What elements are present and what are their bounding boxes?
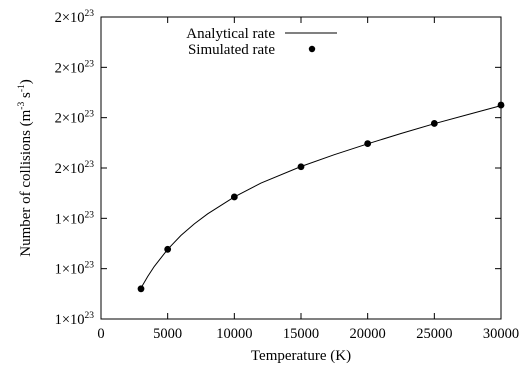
y-tick-label: 1×1023 [55,311,95,328]
y-tick-label: 2×1023 [55,160,95,177]
data-point [297,163,305,171]
series-line-analytical-rate [140,105,502,289]
legend-label-simulated-rate: Simulated rate [188,42,275,58]
data-point [137,285,145,293]
data-point [164,245,172,253]
y-tick-label: 2×1023 [55,9,95,26]
y-tick-label: 2×1023 [55,110,95,127]
x-tick-labels: 0 5000 10000 15000 20000 25000 30000 [97,326,519,342]
y-axis-title: Number of collisions (m-3 s-1) [17,79,34,257]
legend-point-sample [308,45,316,53]
legend: Analytical rate Simulated rate [186,26,337,58]
x-axis-title: Temperature (K) [251,348,351,364]
x-tick-label: 10000 [216,326,252,342]
x-tick-label: 30000 [483,326,519,342]
y-tick-label: 1×1023 [55,261,95,278]
x-tick-label: 5000 [153,326,182,342]
x-tick-label: 25000 [416,326,452,342]
data-point [364,140,372,147]
ticks [100,16,502,320]
series-points-simulated-rate [137,101,505,293]
x-tick-label: 15000 [283,326,319,342]
legend-label-analytical-rate: Analytical rate [186,26,275,42]
x-tick-label: 20000 [350,326,386,342]
data-point [497,101,505,109]
y-tick-label: 2×1023 [55,59,95,76]
x-tick-label: 0 [97,326,104,342]
data-point [430,120,438,127]
y-tick-label: 1×1023 [55,210,95,227]
data-point [230,193,238,201]
y-tick-labels: 1×1023 1×1023 1×1023 2×1023 2×1023 2×1023 2×10… [55,9,95,328]
